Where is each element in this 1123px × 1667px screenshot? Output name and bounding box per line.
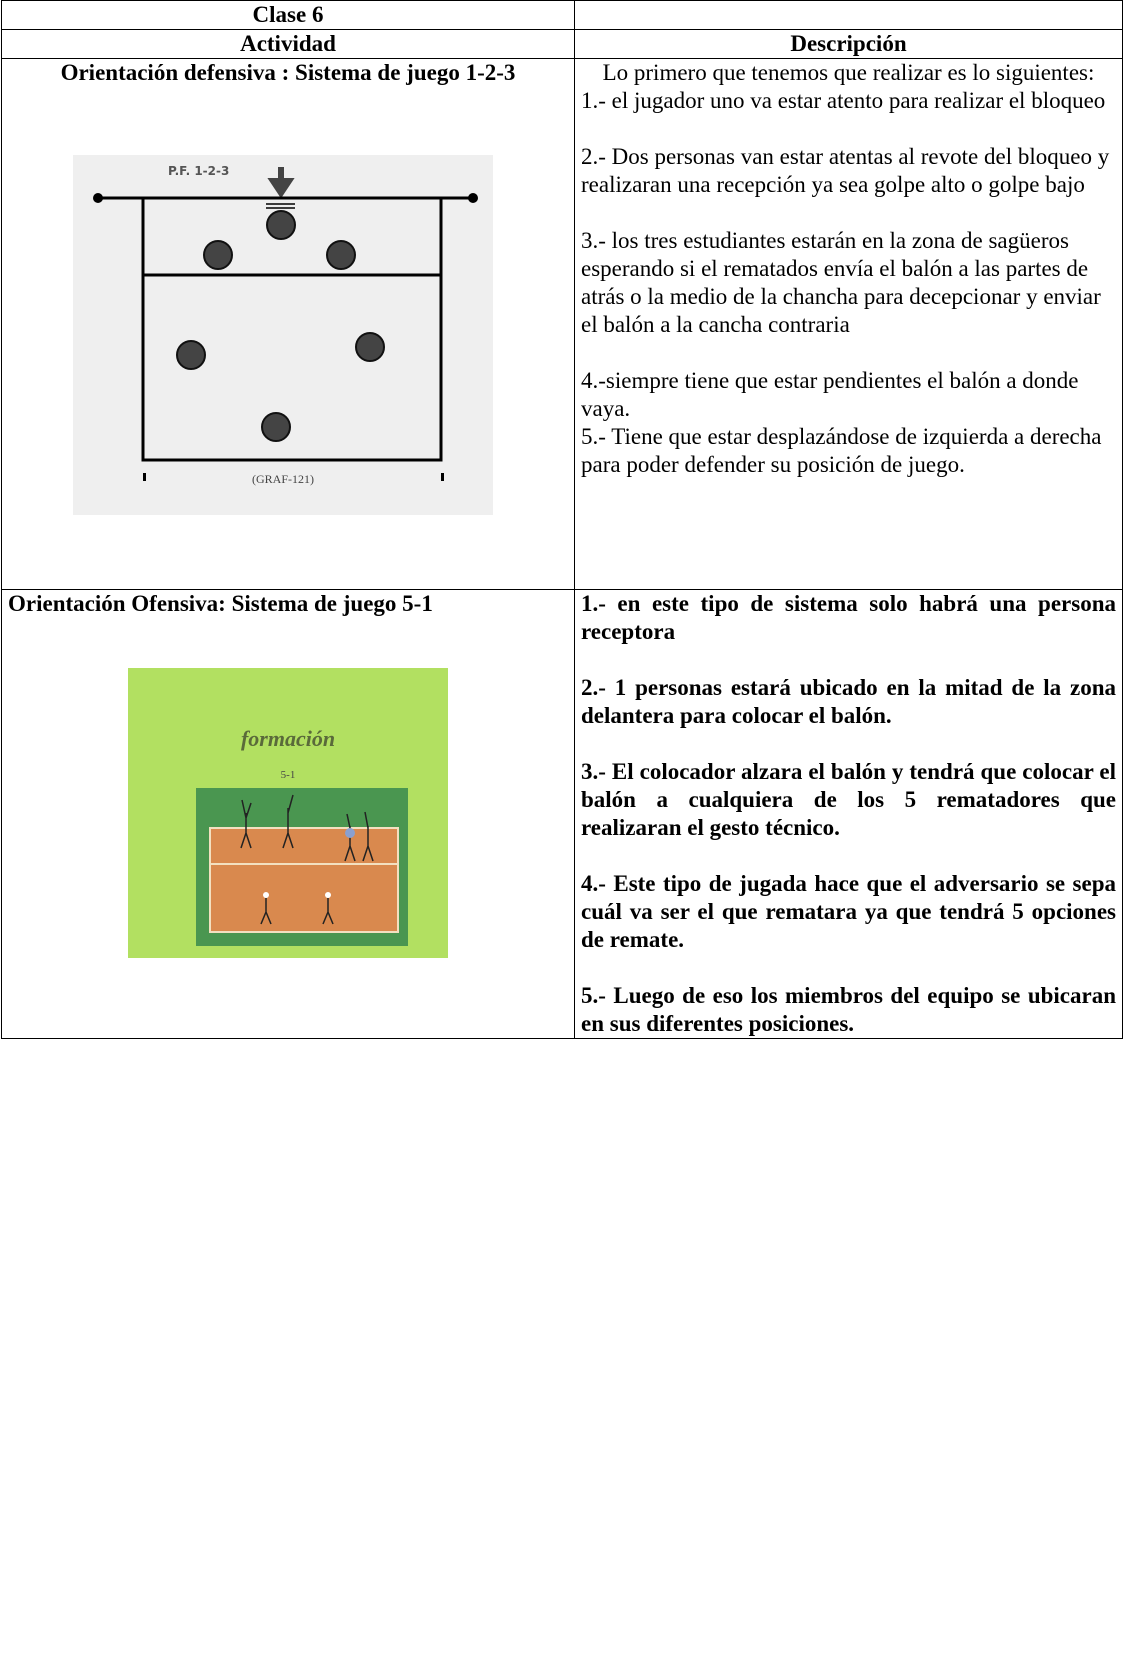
empty-cell (574, 0, 1123, 30)
row: Orientación Ofensiva: Sistema de juego 5… (1, 589, 1123, 1039)
activity-title: Orientación Ofensiva: Sistema de juego 5… (8, 591, 433, 616)
paragraph: 1.- en este tipo de sistema solo habrá u… (581, 591, 1116, 644)
diagram-caption: (GRAF-121) (252, 472, 314, 486)
defense-diagram: P.F. 1-2-3 (GRAF-121) (73, 155, 493, 515)
activity-title: Orientación defensiva : Sistema de juego… (60, 60, 516, 85)
offense-diagram: formación 5-1 (128, 668, 448, 958)
paragraph: 3.- El colocador alzara el balón y tendr… (581, 759, 1116, 840)
class-table: Clase 6 Actividad Descripción Orientació… (1, 0, 1123, 1039)
activity-cell: Orientación Ofensiva: Sistema de juego 5… (1, 589, 575, 1039)
paragraph: 2.- Dos personas van estar atentas al re… (581, 144, 1110, 197)
diagram-label: 5-1 (281, 769, 296, 781)
title-row: Clase 6 (1, 0, 1123, 30)
description-cell: 1.- en este tipo de sistema solo habrá u… (574, 589, 1123, 1039)
paragraph: 5.- Luego de eso los miembros del equipo… (581, 983, 1116, 1036)
description-cell: Lo primero que tenemos que realizar es l… (574, 58, 1123, 590)
column-header: Descripción (574, 29, 1123, 59)
paragraph: 5.- Tiene que estar desplazándose de izq… (581, 424, 1102, 477)
paragraph: 4.- Este tipo de jugada hace que el adve… (581, 871, 1116, 952)
diagram-label: P.F. 1-2-3 (168, 164, 229, 178)
paragraph: 3.- los tres estudiantes estarán en la z… (581, 228, 1101, 337)
paragraph: Lo primero que tenemos que realizar es l… (602, 60, 1095, 85)
activity-cell: Orientación defensiva : Sistema de juego… (1, 58, 575, 590)
header-row: Actividad Descripción (1, 29, 1123, 59)
paragraph: 1.- el jugador uno va estar atento para … (581, 88, 1106, 113)
paragraph: 4.-siempre tiene que estar pendientes el… (581, 368, 1079, 421)
paragraph: 2.- 1 personas estará ubicado en la mita… (581, 675, 1116, 728)
row: Orientación defensiva : Sistema de juego… (1, 58, 1123, 590)
diagram-title: formación (241, 726, 335, 751)
class-title: Clase 6 (1, 0, 575, 30)
column-header: Actividad (1, 29, 575, 59)
